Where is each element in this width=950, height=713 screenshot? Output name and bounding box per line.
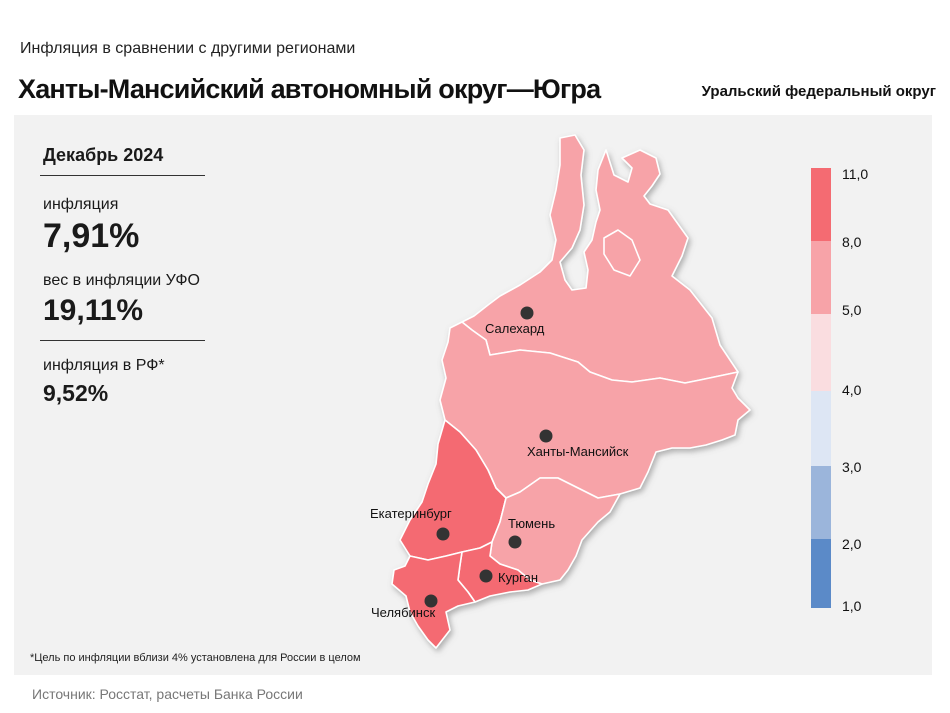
- rf-inflation-value: 9,52%: [43, 380, 109, 406]
- rf-inflation-label: инфляция в РФ*: [43, 357, 165, 374]
- scale-segment-5-8: [811, 241, 831, 314]
- weight-label: вес в инфляции УФО: [43, 272, 200, 289]
- city-marker-salekhard: [520, 306, 534, 320]
- city-marker-khanty-mansiysk: [539, 429, 553, 443]
- scale-label-5: 5,0: [842, 302, 862, 318]
- region-yamalo-nenets: [461, 134, 739, 384]
- inflation-label: инфляция: [43, 196, 119, 213]
- scale-segment-3-4: [811, 391, 831, 466]
- scale-label-1: 1,0: [842, 598, 862, 614]
- scale-segment-2-3: [811, 466, 831, 539]
- weight-value: 19,11%: [40, 294, 205, 341]
- scale-label-8: 8,0: [842, 234, 862, 250]
- city-marker-ekaterinburg: [436, 527, 450, 541]
- page-title: Ханты-Мансийский автономный округ—Югра: [18, 74, 601, 104]
- scale-label-4: 4,0: [842, 382, 862, 398]
- city-label-khanty-mansiysk: Ханты-Мансийск: [527, 444, 629, 459]
- city-marker-tyumen: [508, 535, 522, 549]
- scale-segment-1-2: [811, 539, 831, 608]
- federal-district-label: Уральский федеральный округ: [701, 83, 936, 100]
- source-note: Источник: Росстат, расчеты Банка России: [32, 686, 303, 702]
- city-label-kurgan: Курган: [498, 570, 538, 585]
- scale-segment-8-11: [811, 168, 831, 241]
- city-label-chelyabinsk: Челябинск: [371, 605, 435, 620]
- page-subtitle: Инфляция в сравнении с другими регионами: [20, 40, 356, 57]
- city-label-ekaterinburg: Екатеринбург: [370, 506, 452, 521]
- period-label: Декабрь 2024: [40, 145, 205, 176]
- scale-label-11: 11,0: [842, 166, 869, 182]
- city-label-tyumen: Тюмень: [508, 516, 555, 531]
- city-marker-chelyabinsk: [424, 594, 438, 608]
- footnote: *Цель по инфляции вблизи 4% установлена …: [30, 652, 361, 664]
- scale-segment-4-5: [811, 314, 831, 391]
- scale-label-3: 3,0: [842, 459, 862, 475]
- color-scale: [811, 168, 831, 608]
- city-label-salekhard: Салехард: [485, 321, 545, 336]
- stats-block: Декабрь 2024 инфляция 7,91% вес в инфляц…: [40, 145, 205, 407]
- inflation-value: 7,91%: [43, 217, 140, 255]
- city-marker-kurgan: [479, 569, 493, 583]
- scale-label-2: 2,0: [842, 536, 862, 552]
